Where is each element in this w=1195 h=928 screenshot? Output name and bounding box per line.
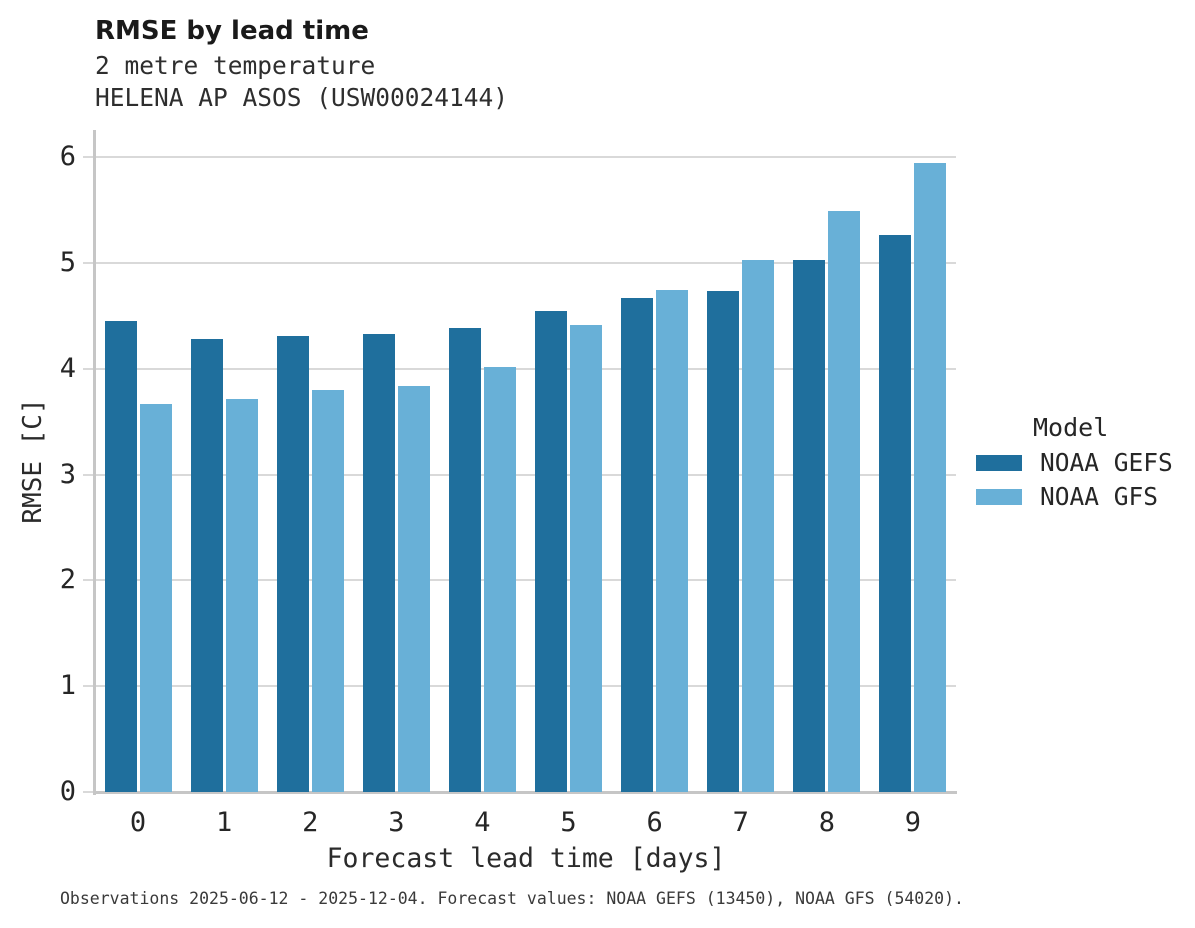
bar-gfs-lead-3 bbox=[397, 385, 430, 792]
x-tick-label-9: 9 bbox=[904, 807, 922, 838]
x-tick-label-3: 3 bbox=[388, 807, 405, 838]
gridline-y-1 bbox=[95, 685, 956, 688]
bar-gfs-lead-9 bbox=[914, 162, 947, 792]
y-tick-label-2: 2 bbox=[59, 564, 76, 596]
y-tick-0 bbox=[83, 791, 95, 793]
legend-swatch-gefs bbox=[976, 455, 1022, 471]
bar-gefs-lead-5 bbox=[535, 310, 568, 792]
y-tick-6 bbox=[83, 156, 95, 159]
bar-gefs-lead-1 bbox=[190, 339, 223, 792]
x-axis-label: Forecast lead time [days] bbox=[326, 843, 726, 874]
bar-gefs-lead-8 bbox=[793, 260, 826, 792]
y-tick-1 bbox=[83, 685, 95, 688]
chart-subtitle-station: HELENA AP ASOS (USW00024144) bbox=[95, 83, 509, 112]
y-tick-label-4: 4 bbox=[59, 352, 76, 384]
gridline-y-2 bbox=[95, 579, 956, 582]
y-tick-3 bbox=[83, 473, 95, 476]
bar-gfs-lead-7 bbox=[742, 260, 775, 792]
legend-title: Model bbox=[1033, 413, 1109, 442]
gridline-y-3 bbox=[95, 473, 956, 476]
bar-gefs-lead-0 bbox=[104, 321, 137, 792]
y-tick-label-5: 5 bbox=[59, 247, 76, 279]
bar-gefs-lead-6 bbox=[621, 298, 654, 792]
bar-gfs-lead-8 bbox=[828, 211, 861, 792]
legend-swatch-gfs bbox=[976, 489, 1022, 505]
x-tick-label-2: 2 bbox=[302, 807, 319, 838]
bar-gefs-lead-9 bbox=[879, 234, 912, 792]
chart-title: RMSE by lead time bbox=[95, 16, 369, 46]
y-tick-label-3: 3 bbox=[59, 458, 76, 490]
legend-item-gefs: NOAA GEFS bbox=[976, 447, 1195, 479]
y-tick-label-0: 0 bbox=[59, 776, 76, 807]
x-tick-label-4: 4 bbox=[474, 807, 491, 838]
y-tick-label-6: 6 bbox=[59, 141, 76, 173]
legend-item-gfs: NOAA GFS bbox=[976, 481, 1195, 513]
bar-gefs-lead-4 bbox=[448, 327, 481, 792]
chart-subtitle-variable: 2 metre temperature bbox=[95, 51, 376, 80]
bar-gfs-lead-1 bbox=[225, 398, 258, 792]
gridline-y-6 bbox=[95, 156, 956, 159]
bar-gefs-lead-7 bbox=[707, 290, 740, 792]
footer-caption: Observations 2025-06-12 - 2025-12-04. Fo… bbox=[60, 889, 964, 908]
x-tick-label-7: 7 bbox=[732, 807, 749, 838]
y-tick-2 bbox=[83, 579, 95, 582]
bar-gfs-lead-6 bbox=[656, 289, 689, 792]
gridline-y-4 bbox=[95, 367, 956, 370]
bar-gfs-lead-2 bbox=[311, 390, 344, 792]
bar-gefs-lead-2 bbox=[276, 336, 309, 792]
x-tick-label-8: 8 bbox=[818, 807, 835, 838]
x-tick-label-0: 0 bbox=[129, 807, 147, 838]
bar-gefs-lead-3 bbox=[362, 334, 395, 792]
legend-label-gefs: NOAA GEFS bbox=[1040, 448, 1173, 477]
y-axis-spine bbox=[93, 130, 96, 795]
bar-gfs-lead-0 bbox=[139, 403, 172, 792]
x-tick-label-5: 5 bbox=[560, 807, 577, 838]
y-tick-4 bbox=[83, 367, 95, 370]
y-tick-5 bbox=[83, 262, 95, 265]
x-axis-spine bbox=[93, 791, 957, 794]
bar-gfs-lead-4 bbox=[483, 366, 516, 792]
x-tick-label-1: 1 bbox=[216, 807, 233, 838]
y-tick-label-1: 1 bbox=[59, 670, 76, 702]
x-tick-label-6: 6 bbox=[646, 807, 663, 838]
gridline-y-5 bbox=[95, 262, 956, 265]
bar-gfs-lead-5 bbox=[570, 324, 603, 792]
legend-label-gfs: NOAA GFS bbox=[1040, 482, 1159, 511]
